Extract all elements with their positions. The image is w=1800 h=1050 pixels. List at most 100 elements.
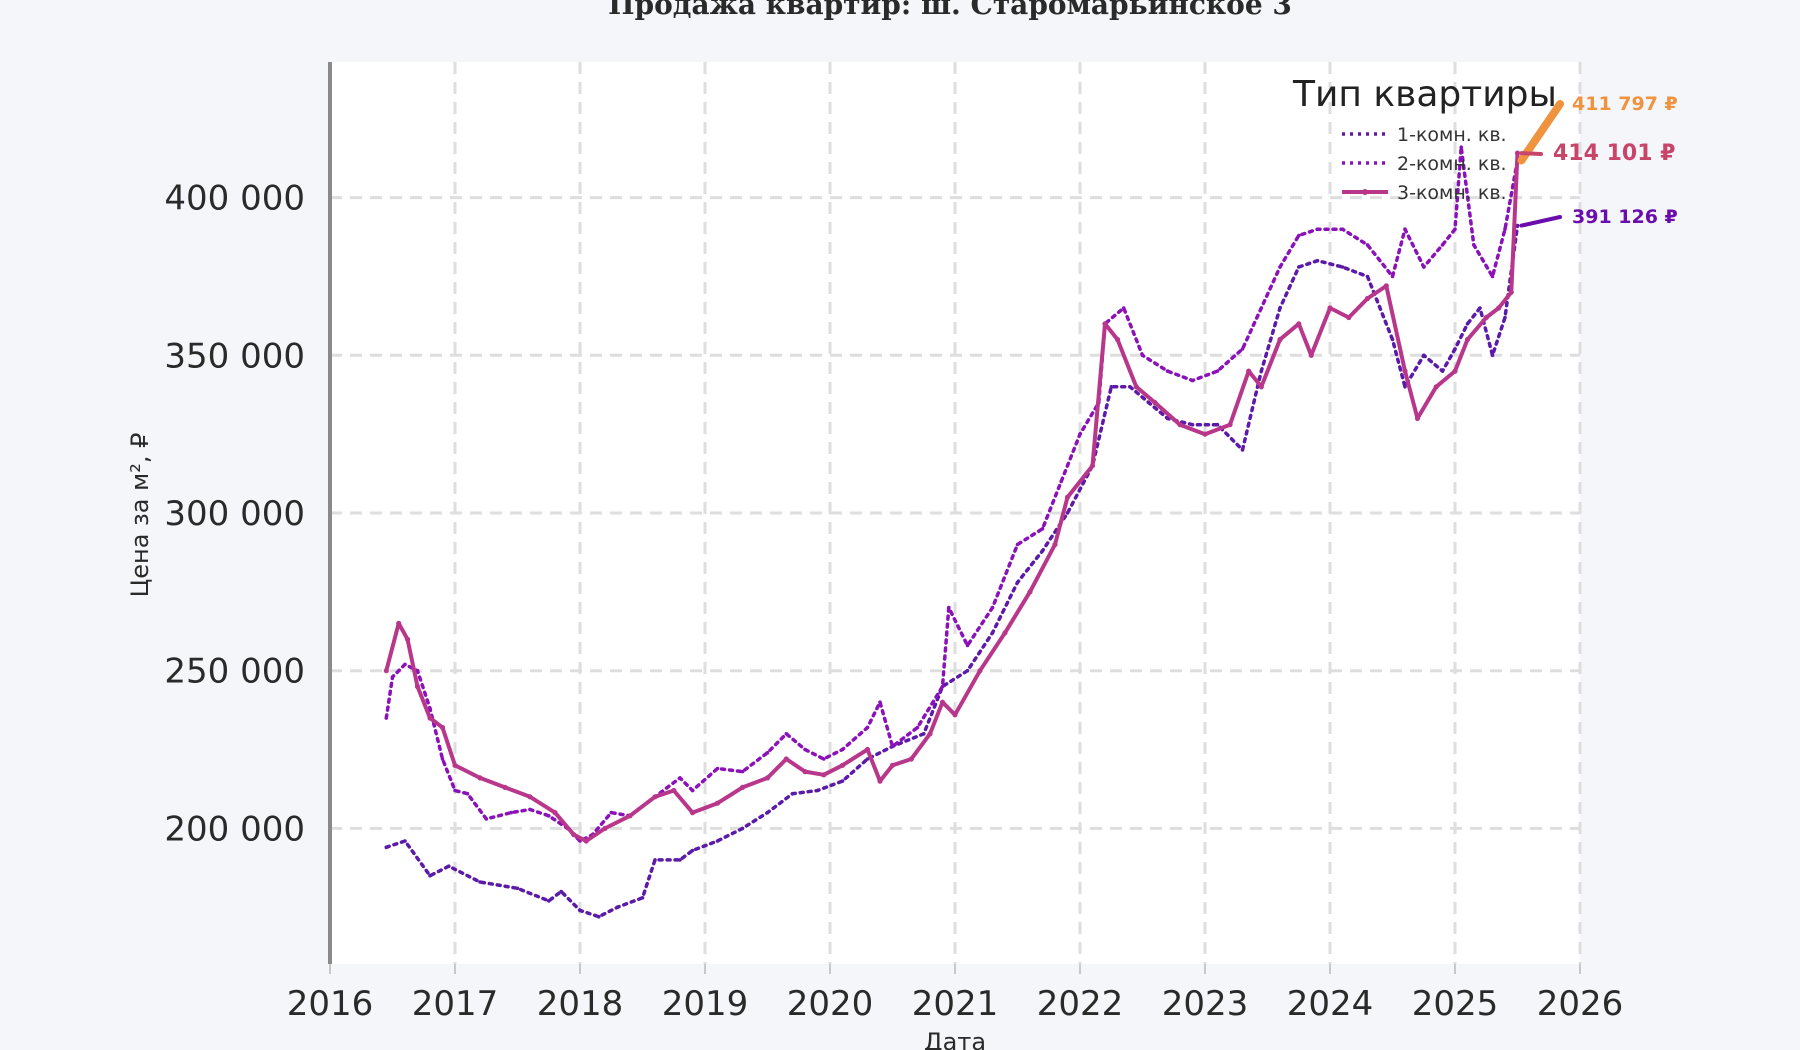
data-point	[1240, 347, 1245, 351]
data-point	[627, 813, 633, 819]
data-point	[1059, 479, 1063, 484]
data-point	[947, 605, 951, 610]
data-point	[1490, 353, 1495, 358]
data-point	[965, 668, 970, 673]
data-point	[865, 757, 870, 761]
chart-title: Продажа квартир: ш. Старомарьинское 3	[608, 0, 1292, 21]
data-point	[1390, 274, 1395, 279]
data-point	[908, 756, 914, 762]
end-label-3: 414 101 ₽	[1553, 141, 1675, 166]
data-point	[865, 725, 870, 730]
data-point	[1128, 385, 1132, 389]
data-point	[1015, 542, 1020, 547]
data-point	[597, 914, 601, 919]
data-point	[1365, 243, 1370, 247]
data-point	[1453, 227, 1457, 231]
data-point	[477, 775, 483, 781]
data-point	[1464, 336, 1471, 343]
data-point	[384, 716, 389, 720]
end-labels: 391 126 ₽ 411 797 ₽ 414 101 ₽	[1517, 93, 1678, 228]
x-tick-label: 2019	[662, 984, 749, 1024]
data-point	[640, 896, 645, 900]
data-point	[1422, 353, 1426, 358]
data-point	[739, 784, 746, 791]
data-point	[1308, 352, 1314, 358]
data-point	[1315, 258, 1320, 263]
y-axis-title: Цена за м², ₽	[126, 433, 154, 598]
data-point	[1465, 322, 1470, 326]
data-point	[1190, 378, 1195, 383]
data-point	[877, 778, 883, 784]
data-point	[1052, 541, 1058, 548]
data-point	[690, 848, 695, 853]
x-tick-label: 2026	[1537, 984, 1624, 1024]
data-point	[714, 800, 721, 806]
data-point	[484, 817, 489, 821]
y-tick-label: 200 000	[164, 809, 305, 849]
data-point	[1215, 369, 1220, 373]
data-point	[1165, 369, 1170, 373]
data-point	[1402, 368, 1408, 374]
data-point	[415, 668, 420, 673]
data-point	[1027, 589, 1033, 595]
data-point	[528, 807, 532, 812]
data-point	[1258, 384, 1264, 390]
series-line-1	[384, 223, 1520, 919]
data-point	[889, 762, 896, 768]
data-point	[1202, 431, 1208, 437]
x-axis-title: Дата	[924, 1028, 986, 1050]
data-point	[547, 814, 551, 818]
x-tick-label: 2023	[1162, 984, 1249, 1024]
end-label-1: 391 126 ₽	[1572, 206, 1678, 228]
data-point	[1483, 314, 1489, 321]
x-tick-label: 2018	[537, 984, 624, 1024]
data-point	[1452, 368, 1458, 374]
data-point	[1114, 336, 1121, 343]
y-tick-label: 300 000	[164, 494, 305, 534]
data-point	[652, 794, 658, 800]
data-point	[1472, 243, 1476, 247]
data-point	[403, 839, 407, 843]
data-point	[878, 700, 882, 704]
data-point	[1227, 422, 1233, 428]
data-point	[527, 794, 533, 800]
data-point	[802, 769, 808, 775]
x-tick-label: 2017	[412, 984, 499, 1024]
data-point	[1246, 368, 1252, 374]
x-tick-label: 2020	[787, 984, 874, 1024]
data-point	[1215, 422, 1220, 427]
data-point	[578, 908, 582, 913]
data-point	[822, 757, 826, 761]
x-tick-label: 2024	[1287, 984, 1374, 1024]
data-point	[1064, 494, 1071, 500]
data-point	[690, 788, 695, 793]
data-point	[465, 791, 470, 796]
data-point	[990, 605, 995, 610]
data-point	[509, 810, 514, 815]
data-point	[1278, 265, 1282, 269]
data-point	[1340, 265, 1345, 269]
end-label-arrow	[1519, 151, 1543, 156]
data-point	[940, 684, 945, 689]
data-point	[571, 832, 577, 838]
data-point	[977, 668, 983, 674]
data-point	[1146, 400, 1151, 405]
data-point	[1364, 295, 1371, 302]
data-point	[1190, 422, 1195, 427]
data-point	[1478, 306, 1482, 310]
data-point	[839, 762, 846, 768]
legend: Тип квартиры 1-комн. кв. 2-комн. кв. 3-комн…	[1292, 74, 1557, 204]
data-point	[427, 715, 433, 721]
data-point	[840, 779, 845, 783]
data-point	[1514, 150, 1521, 156]
data-point	[1296, 321, 1302, 327]
end-label-arrow	[1517, 100, 1564, 165]
y-tick-label: 400 000	[164, 179, 305, 219]
data-point	[821, 772, 827, 778]
data-point	[1240, 448, 1245, 452]
legend-marker	[1362, 189, 1368, 195]
end-label-arrow	[1519, 215, 1562, 228]
data-point	[678, 858, 682, 862]
data-point	[403, 662, 407, 667]
